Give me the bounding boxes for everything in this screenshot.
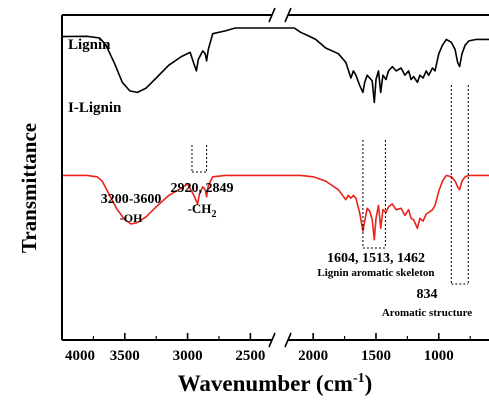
x-tick-label: 4000 xyxy=(65,348,95,364)
axis-break-mark xyxy=(284,7,292,23)
annotations: 3200-3600 -OH 2920, 2849 -CH2 1604, 1513, 14… xyxy=(101,85,472,319)
x-axis-label: Wavenumber (cm-1) xyxy=(178,371,373,396)
annotation-label-aromatic-skeleton: 1604, 1513, 1462 xyxy=(327,251,425,266)
annotation-sublabel-ch2: -CH2 xyxy=(188,201,217,220)
x-tick-label: 1000 xyxy=(424,348,454,364)
axis-break-mark xyxy=(284,332,292,348)
x-tick-label: 3500 xyxy=(110,348,140,364)
annotation-label-ch2: 2920, 2849 xyxy=(171,181,234,196)
y-axis-label: Transmittance xyxy=(17,123,41,253)
axis-break-mark xyxy=(268,332,276,348)
series-line-i-lignin xyxy=(62,174,489,241)
annotation-label-aromatic-structure: 834 xyxy=(417,287,438,302)
axis-break-mark xyxy=(268,7,276,23)
annotation-sublabel-aromatic-skeleton: Lignin aromatic skeleton xyxy=(317,267,434,279)
series-label-lignin: Lignin xyxy=(68,37,111,53)
series-line-lignin xyxy=(61,27,489,104)
series-label-i-lignin: I-Lignin xyxy=(68,100,122,116)
plot-lines xyxy=(61,27,489,241)
x-tick-label: 3000 xyxy=(173,348,203,364)
x-ticks: 4000 3500 3000 2500 2000 1500 1000 xyxy=(61,333,471,364)
annotation-sublabel-aromatic-structure: Aromatic structure xyxy=(382,307,472,319)
x-tick-label: 1500 xyxy=(361,348,391,364)
annotation-label-oh: 3200-3600 xyxy=(101,192,162,207)
axes xyxy=(61,7,489,348)
x-tick-label: 2500 xyxy=(235,348,265,364)
annotation-sublabel-oh: -OH xyxy=(120,211,143,225)
x-tick-label: 2000 xyxy=(298,348,328,364)
